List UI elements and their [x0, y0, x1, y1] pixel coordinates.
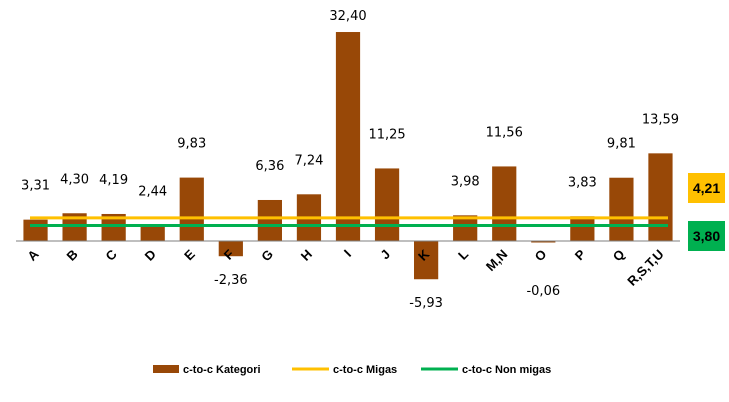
bar-I — [335, 32, 361, 241]
value-label-P: 3,83 — [568, 175, 597, 190]
value-label-O: -0,06 — [526, 284, 560, 299]
legend-label-non-migas: c-to-c Non migas — [462, 364, 551, 376]
bar-M,N — [492, 166, 517, 241]
bar-A — [23, 219, 48, 241]
legend-label-migas: c-to-c Migas — [333, 364, 397, 376]
bar-J — [374, 168, 400, 241]
reference-badges-group: 4,21 3,80 — [688, 173, 725, 251]
value-label-K: -5,93 — [409, 296, 443, 311]
reference-badge-label-migas: 4,21 — [693, 180, 720, 196]
value-label-R,S,T,U: 13,59 — [642, 112, 679, 127]
legend-swatch-kategori — [153, 365, 179, 373]
value-label-Q: 9,81 — [607, 137, 636, 152]
value-label-E: 9,83 — [177, 137, 206, 152]
category-label-R,S,T,U: R,S,T,U — [624, 247, 666, 289]
bar-G — [257, 199, 282, 241]
bar-P — [570, 216, 595, 241]
category-label-Q: Q — [610, 247, 628, 265]
category-label-G: G — [258, 247, 276, 265]
bar-R,S,T,U — [648, 153, 673, 241]
category-label-I: I — [341, 247, 354, 260]
value-label-J: 11,25 — [368, 127, 405, 142]
category-label-C: C — [103, 246, 121, 264]
value-label-F: -2,36 — [214, 273, 248, 288]
legend: c-to-c Kategori c-to-c Migas c-to-c Non mi… — [153, 364, 551, 376]
value-labels-group: 3,31 4,30 4,19 2,44 9,83 -2,36 6,36 7,24 32,40 11… — [21, 9, 679, 311]
reference-badge-non-migas — [688, 221, 725, 251]
category-label-A: A — [24, 246, 42, 264]
value-label-B: 4,30 — [60, 172, 89, 187]
bar-F — [218, 241, 243, 257]
bar-E — [179, 177, 204, 241]
value-label-C: 4,19 — [99, 173, 128, 188]
legend-label-kategori: c-to-c Kategori — [183, 364, 261, 376]
value-label-I: 32,40 — [329, 9, 366, 24]
bar-L — [453, 215, 478, 241]
category-label-D: D — [142, 247, 159, 264]
value-label-L: 3,98 — [451, 174, 480, 189]
category-label-E: E — [181, 246, 198, 263]
bar-Q — [609, 177, 634, 241]
category-label-B: B — [63, 247, 80, 264]
category-label-O: O — [532, 247, 550, 265]
bar-K — [414, 241, 439, 280]
category-label-J: J — [377, 247, 393, 263]
category-label-M,N: M,N — [483, 247, 510, 274]
category-label-H: H — [298, 247, 315, 264]
bars-group — [23, 32, 673, 280]
reference-badge-label-non-migas: 3,80 — [693, 228, 720, 244]
category-label-P: P — [572, 246, 589, 263]
value-label-A: 3,31 — [21, 179, 50, 194]
category-labels-group: A B C D E F G H I J K L M,N O P QR,S,T,U — [24, 246, 666, 289]
reference-badge-migas — [688, 173, 725, 203]
value-label-H: 7,24 — [294, 153, 323, 168]
value-label-M,N: 11,56 — [486, 125, 523, 140]
reference-lines-group — [30, 216, 668, 227]
category-label-L: L — [455, 246, 471, 262]
bar-O — [531, 241, 556, 243]
value-label-G: 6,36 — [255, 159, 284, 174]
bar-D — [140, 225, 165, 241]
value-label-D: 2,44 — [138, 184, 167, 199]
